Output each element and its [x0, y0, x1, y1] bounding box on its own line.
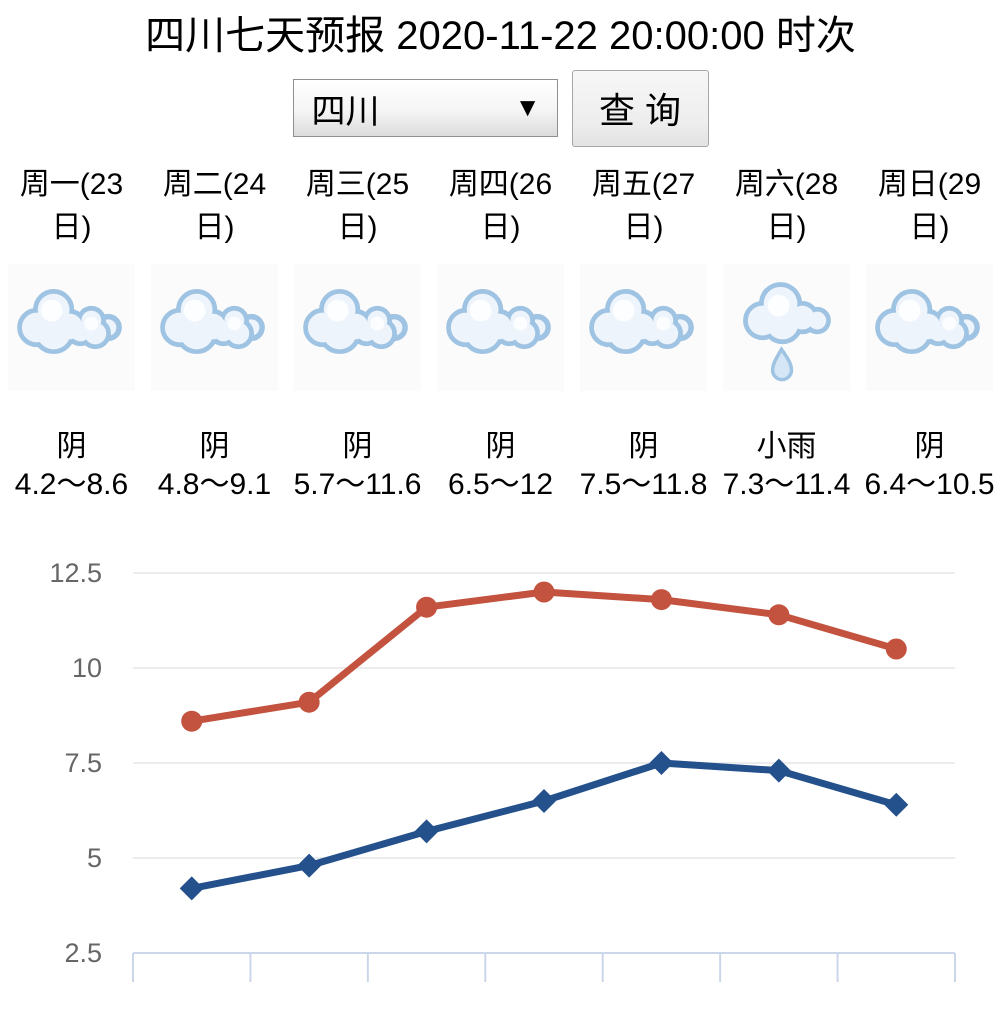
- min-temp-point: [414, 819, 439, 844]
- day-label: 周日(29日): [877, 168, 982, 244]
- day-weather: 阴 4.2～8.6: [0, 391, 143, 541]
- day-column: 周三(25日) 阴 5.7～11.6: [286, 162, 429, 541]
- y-axis-label: 10: [72, 653, 102, 683]
- weather-condition: 小雨: [756, 429, 817, 463]
- light-rain-icon: [723, 264, 850, 391]
- temperature-range: 4.8～9.1: [157, 468, 272, 501]
- temperature-range: 7.3～11.4: [722, 468, 851, 501]
- y-axis-label: 12.5: [49, 558, 102, 588]
- max-temp-point: [533, 581, 555, 603]
- chevron-down-icon: ▼: [514, 91, 541, 122]
- temperature-range: 5.7～11.6: [293, 468, 422, 501]
- day-weather: 小雨 7.3～11.4: [715, 391, 858, 541]
- controls-bar: 四川 ▼ 查 询: [0, 68, 1001, 148]
- day-column: 周六(28日) 小雨 7.3～11.4: [715, 162, 858, 541]
- temperature-range: 7.5～11.8: [579, 468, 708, 501]
- page-title: 四川七天预报 2020-11-22 20:00:00 时次: [145, 14, 856, 58]
- day-weather: 阴 4.8～9.1: [143, 391, 286, 541]
- cloudy-icon: [294, 264, 421, 391]
- weather-condition: 阴: [56, 429, 87, 463]
- weather-icon-tile: [866, 264, 993, 391]
- query-button[interactable]: 查 询: [571, 69, 709, 147]
- min-temp-point: [884, 792, 909, 817]
- weather-condition: 阴: [914, 429, 945, 463]
- day-weather: 阴 6.5～12: [429, 391, 572, 541]
- max-temp-point: [768, 604, 790, 626]
- region-select[interactable]: 四川 ▼: [292, 79, 558, 137]
- weather-icon-tile: [580, 264, 707, 391]
- day-weather: 阴 7.5～11.8: [572, 391, 715, 541]
- y-axis-label: 5: [87, 843, 102, 873]
- max-temp-point: [181, 710, 203, 732]
- max-temp-point: [650, 589, 672, 611]
- temperature-range: 6.4～10.5: [864, 468, 995, 501]
- forecast-grid: 周一(23日) 阴 4.2～8.6 周二(24日) 阴 4.8～9.1 周三(2…: [0, 162, 1001, 541]
- day-label: 周一(23日): [19, 168, 124, 244]
- weather-icon-tile: [151, 264, 278, 391]
- day-column: 周一(23日) 阴 4.2～8.6: [0, 162, 143, 541]
- max-temp-point: [416, 596, 438, 618]
- min-temp-series: [179, 751, 909, 901]
- temperature-range: 4.2～8.6: [14, 468, 129, 501]
- max-temp-point: [885, 638, 907, 660]
- weather-icon-tile: [437, 264, 564, 391]
- day-column: 周四(26日) 阴 6.5～12: [429, 162, 572, 541]
- temperature-range: 6.5～12: [447, 468, 554, 501]
- day-weather: 阴 6.4～10.5: [858, 391, 1001, 541]
- day-label: 周三(25日): [305, 168, 410, 244]
- region-select-value: 四川: [311, 92, 380, 131]
- min-temp-point: [766, 758, 791, 783]
- weather-condition: 阴: [342, 429, 373, 463]
- weather-icon-tile: [8, 264, 135, 391]
- min-temp-point: [179, 876, 204, 901]
- day-label: 周六(28日): [734, 168, 839, 244]
- max-temp-point: [298, 691, 320, 713]
- day-label: 周五(27日): [591, 168, 696, 244]
- temperature-chart: 12.5 10 7.5 5 2.5: [49, 558, 956, 982]
- day-column: 周五(27日) 阴 7.5～11.8: [572, 162, 715, 541]
- weather-condition: 阴: [628, 429, 659, 463]
- weather-icon-tile: [723, 264, 850, 391]
- cloudy-icon: [8, 264, 135, 391]
- day-label: 周四(26日): [448, 168, 553, 244]
- weather-condition: 阴: [199, 429, 230, 463]
- min-temp-point: [297, 853, 322, 878]
- min-temp-point: [649, 751, 674, 775]
- weather-icon-tile: [294, 264, 421, 391]
- cloudy-icon: [580, 264, 707, 391]
- day-column: 周二(24日) 阴 4.8～9.1: [143, 162, 286, 541]
- max-temp-series: [181, 581, 907, 732]
- y-axis-label: 7.5: [64, 748, 102, 778]
- day-weather: 阴 5.7～11.6: [286, 391, 429, 541]
- y-axis-label: 2.5: [64, 938, 102, 968]
- day-column: 周日(29日) 阴 6.4～10.5: [858, 162, 1001, 541]
- cloudy-icon: [866, 264, 993, 391]
- max-temp-line: [188, 588, 900, 725]
- day-label: 周二(24日): [162, 168, 267, 244]
- cloudy-icon: [437, 264, 564, 391]
- min-temp-point: [532, 789, 556, 813]
- min-temp-line: [188, 759, 900, 892]
- weather-condition: 阴: [485, 429, 516, 463]
- cloudy-icon: [151, 264, 278, 391]
